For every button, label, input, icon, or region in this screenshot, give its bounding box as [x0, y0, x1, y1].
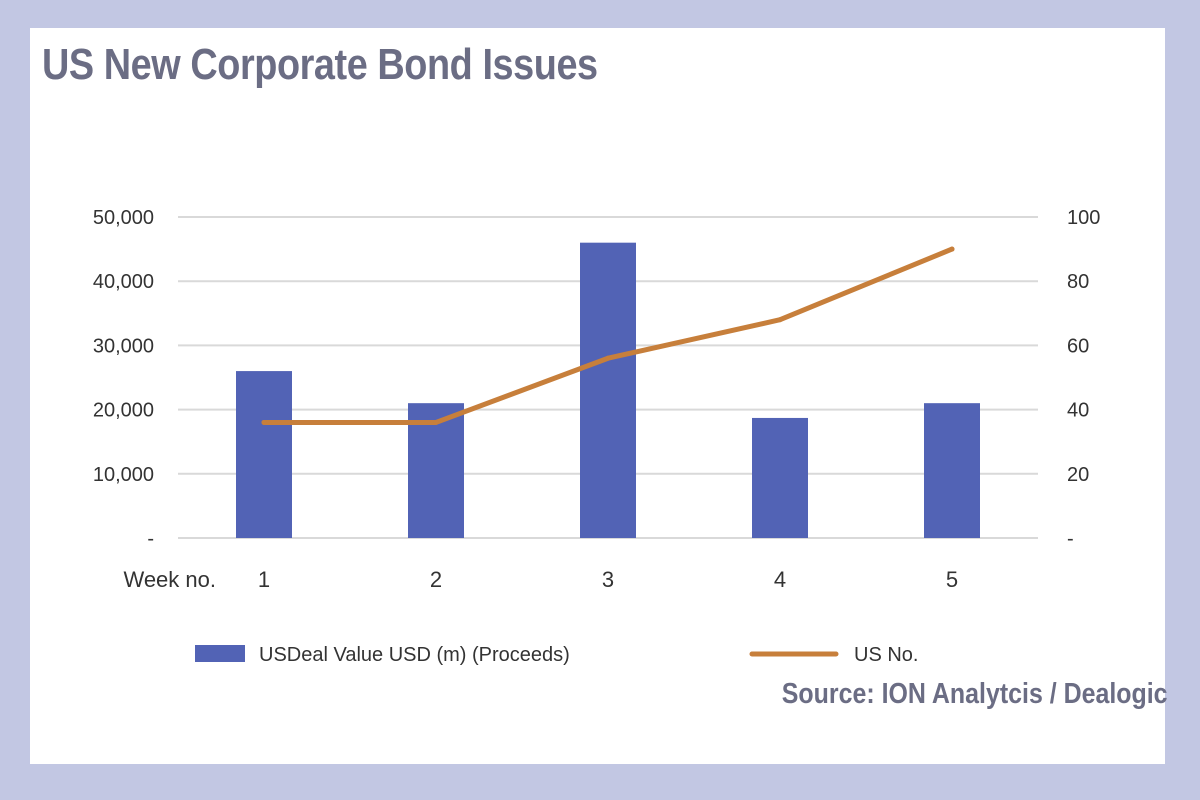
line-point: [777, 317, 783, 323]
legend: USDeal Value USD (m) (Proceeds) US No.: [195, 644, 918, 666]
x-tick-label: 3: [602, 567, 614, 592]
bar-series: [236, 242, 980, 538]
chart-title: US New Corporate Bond Issues: [42, 40, 598, 89]
bar: [236, 371, 292, 538]
right-tick-label: 80: [1067, 271, 1089, 293]
legend-line-label: US No.: [854, 644, 918, 666]
x-tick-label: 2: [430, 567, 442, 592]
x-tick-label: 1: [258, 567, 270, 592]
bar: [752, 417, 808, 538]
x-axis-label: Week no.: [123, 567, 216, 592]
line-series: [261, 246, 955, 425]
right-tick-label: -: [1067, 528, 1074, 550]
right-tick-label: 40: [1067, 400, 1089, 422]
bar: [924, 403, 980, 538]
legend-bar-swatch: [195, 645, 245, 662]
axis-labels: - - 10,000 20 20,000 40 30,000 60 40,000 80 50,000…: [93, 207, 1101, 592]
right-tick-label: 100: [1067, 207, 1100, 229]
left-tick-label: 50,000: [93, 207, 154, 229]
line-point: [949, 246, 955, 252]
source-note: Source: ION Analytcis / Dealogic: [782, 678, 1168, 710]
left-tick-label: 10,000: [93, 464, 154, 486]
x-tick-label: 4: [774, 567, 786, 592]
right-tick-label: 60: [1067, 335, 1089, 357]
legend-bar-label: USDeal Value USD (m) (Proceeds): [259, 644, 570, 666]
x-tick-label: 5: [946, 567, 958, 592]
line-point: [605, 355, 611, 361]
bar: [580, 242, 636, 538]
line-point: [433, 419, 439, 425]
left-tick-label: 30,000: [93, 335, 154, 357]
bar: [408, 403, 464, 538]
left-tick-label: 40,000: [93, 271, 154, 293]
left-tick-label: 20,000: [93, 400, 154, 422]
line-point: [261, 419, 267, 425]
right-tick-label: 20: [1067, 464, 1089, 486]
left-tick-label: -: [147, 528, 154, 550]
